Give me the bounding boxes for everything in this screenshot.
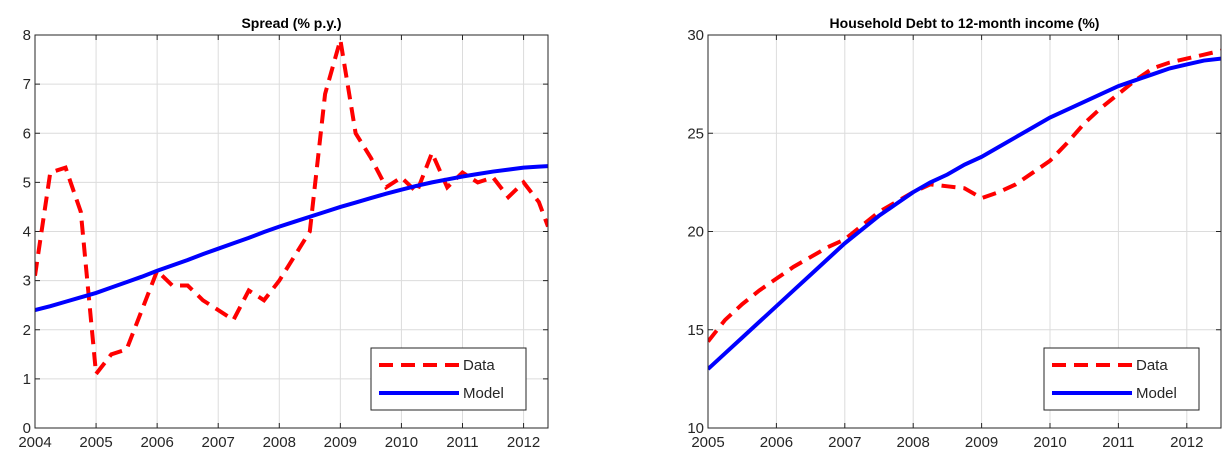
x-tick-label: 2005 (79, 434, 112, 451)
legend-label: Model (463, 385, 504, 402)
y-tick-label: 8 (23, 27, 31, 44)
y-tick-label: 30 (687, 27, 704, 44)
x-tick-label: 2010 (385, 434, 418, 451)
y-tick-label: 15 (687, 322, 704, 339)
x-tick-label: 2009 (324, 434, 357, 451)
x-tick-label: 2004 (18, 434, 51, 451)
x-tick-label: 2009 (965, 434, 998, 451)
data-line (708, 48, 1221, 343)
data-line (708, 56, 1221, 371)
x-tick-label: 2008 (263, 434, 296, 451)
legend-label: Model (1136, 385, 1177, 402)
x-tick-label: 2007 (828, 434, 861, 451)
x-tick-label: 2012 (1170, 434, 1203, 451)
y-tick-label: 4 (23, 224, 31, 241)
legend-box (370, 347, 527, 411)
plot-frame (34, 34, 549, 429)
legend-label: Data (1136, 357, 1168, 374)
x-tick-label: 2011 (1102, 434, 1134, 451)
y-tick-label: 6 (23, 125, 31, 142)
x-tick-label: 2012 (507, 434, 540, 451)
y-tick-label: 0 (23, 420, 31, 437)
legend-box (1043, 347, 1200, 411)
x-tick-label: 2006 (140, 434, 173, 451)
data-line (35, 164, 548, 313)
x-tick-label: 2010 (1033, 434, 1066, 451)
legend-label: Data (463, 357, 495, 374)
y-tick-label: 20 (687, 224, 704, 241)
y-tick-label: 3 (23, 273, 31, 290)
data-line (35, 39, 548, 380)
y-tick-label: 7 (23, 76, 31, 93)
y-tick-label: 5 (23, 174, 31, 191)
plot-frame (707, 34, 1222, 429)
x-tick-label: 2007 (202, 434, 235, 451)
y-tick-label: 1 (23, 371, 31, 388)
x-tick-label: 2011 (446, 434, 478, 451)
y-tick-label: 10 (687, 420, 704, 437)
chart-title: Spread (% p.y.) (241, 15, 341, 31)
x-tick-label: 2008 (897, 434, 930, 451)
y-tick-label: 25 (687, 125, 704, 142)
chart-title: Household Debt to 12-month income (%) (830, 15, 1100, 31)
x-tick-label: 2005 (691, 434, 724, 451)
y-tick-label: 2 (23, 322, 31, 339)
x-tick-label: 2006 (760, 434, 793, 451)
